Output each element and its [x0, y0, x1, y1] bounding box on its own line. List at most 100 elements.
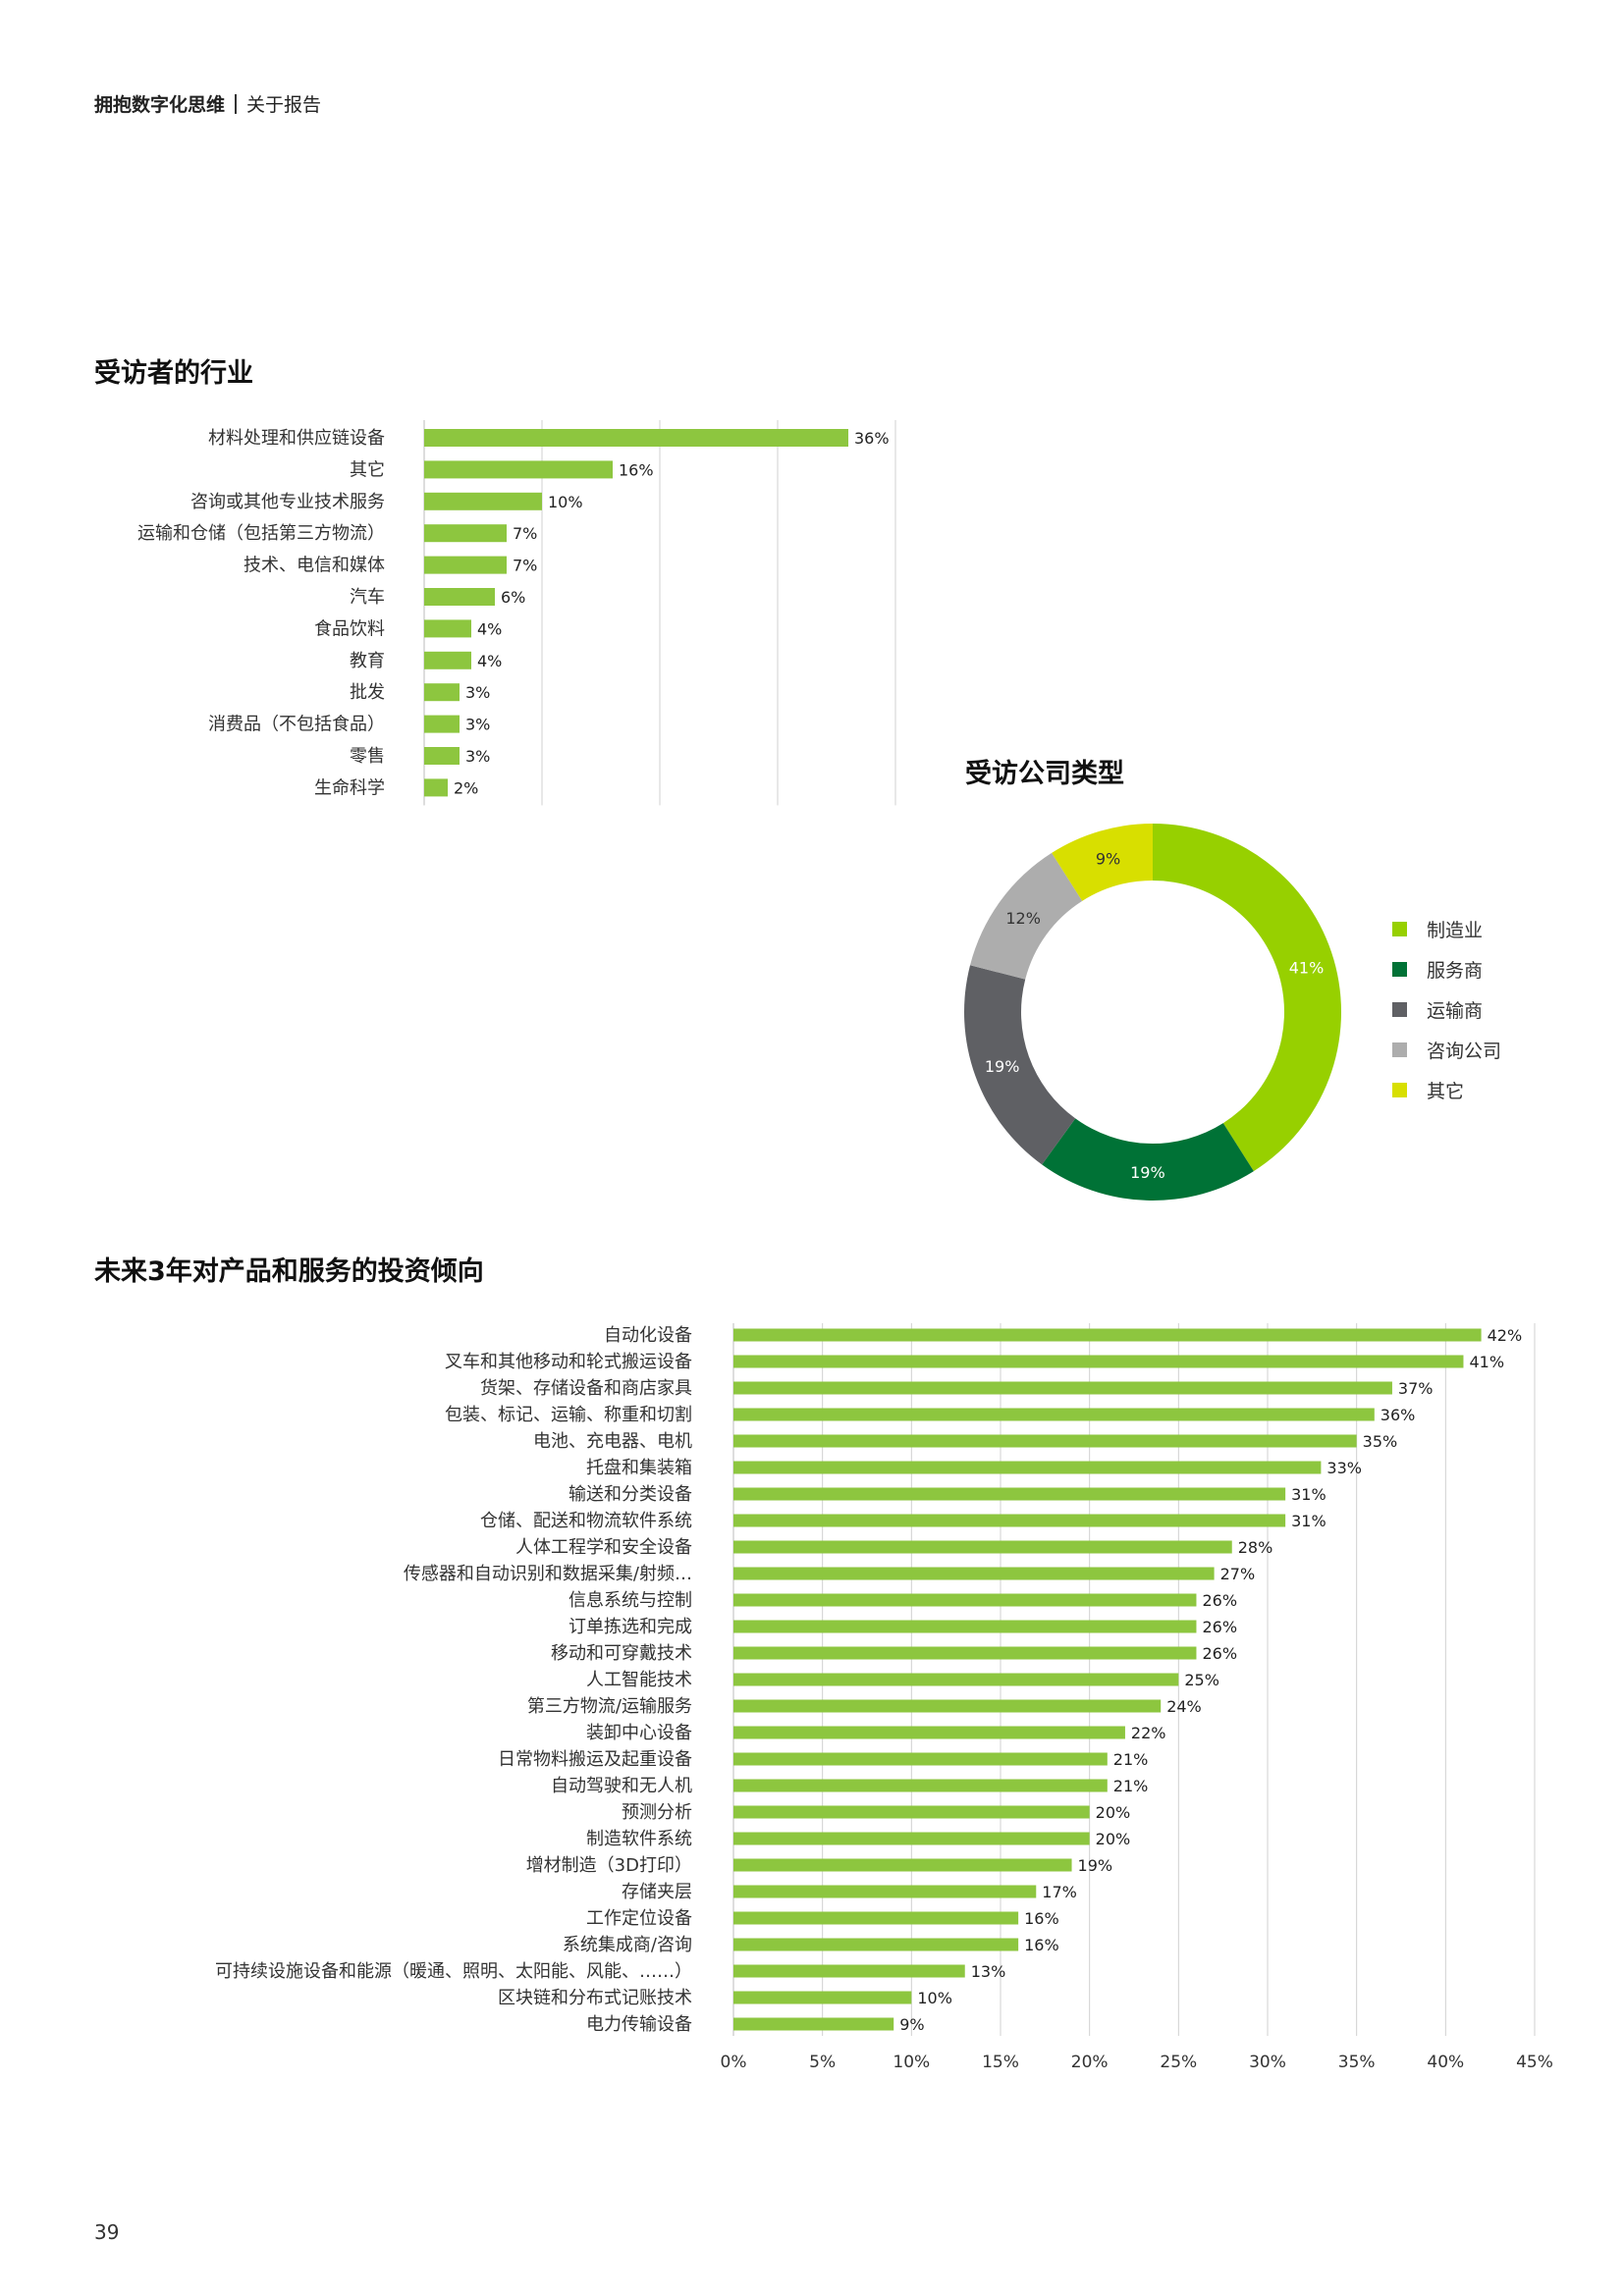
data-label: 17% [1042, 1883, 1077, 1901]
category-label: 生命科学 [314, 777, 385, 798]
bar [733, 1674, 1178, 1686]
slice-label: 9% [1096, 849, 1120, 868]
data-label: 16% [1024, 1936, 1059, 1954]
data-label: 16% [1024, 1909, 1059, 1928]
data-label: 3% [465, 683, 490, 702]
bar [733, 1329, 1482, 1342]
category-label: 自动驾驶和无人机 [551, 1776, 692, 1796]
data-label: 26% [1202, 1591, 1237, 1610]
header-divider [235, 94, 237, 114]
x-tick-label: 30% [1249, 2053, 1286, 2072]
bar [424, 524, 507, 542]
data-label: 27% [1220, 1565, 1256, 1583]
x-tick-label: 35% [1338, 2053, 1376, 2072]
category-label: 食品饮料 [314, 618, 385, 639]
category-label: 材料处理和供应链设备 [208, 428, 385, 449]
data-label: 26% [1202, 1644, 1237, 1663]
data-label: 7% [513, 557, 537, 575]
donut-slice [1042, 1118, 1254, 1201]
category-label: 教育 [350, 651, 385, 671]
data-label: 4% [477, 619, 502, 638]
category-label: 包装、标记、运输、称重和切割 [445, 1405, 692, 1425]
category-label: 自动化设备 [604, 1325, 692, 1346]
data-label: 7% [513, 524, 537, 543]
bar [733, 1356, 1463, 1368]
bar [733, 1886, 1036, 1898]
category-label: 货架、存储设备和商店家具 [480, 1378, 692, 1399]
slice-label: 12% [1005, 909, 1041, 928]
bar [733, 1992, 911, 2004]
category-label: 零售 [350, 746, 385, 767]
bar [733, 1965, 965, 1978]
x-tick-label: 15% [982, 2053, 1019, 2072]
bar [733, 1727, 1125, 1739]
data-label: 31% [1291, 1485, 1326, 1504]
data-label: 22% [1131, 1724, 1166, 1742]
category-label: 输送和分类设备 [568, 1484, 692, 1505]
bar [733, 1435, 1357, 1448]
legend-label: 制造业 [1427, 916, 1483, 942]
bar [424, 778, 448, 796]
donut-legend: 制造业 服务商 运输商 咨询公司 其它 [1392, 909, 1501, 1110]
data-label: 25% [1184, 1671, 1219, 1689]
category-label: 第三方物流/运输服务 [527, 1696, 692, 1717]
bar [424, 619, 471, 637]
slice-label: 19% [1130, 1163, 1165, 1182]
x-tick-label: 10% [893, 2053, 930, 2072]
legend-swatch [1392, 1042, 1407, 1057]
data-label: 13% [971, 1962, 1006, 1981]
category-label: 人工智能技术 [586, 1670, 692, 1690]
bar [733, 1409, 1375, 1421]
category-label: 区块链和分布式记账技术 [498, 1988, 692, 2008]
slice-label: 19% [985, 1057, 1020, 1076]
bar [424, 493, 542, 510]
bar [733, 1568, 1215, 1580]
legend-label: 其它 [1427, 1077, 1464, 1103]
category-label: 技术、电信和媒体 [244, 556, 385, 576]
legend-swatch [1392, 1083, 1407, 1097]
bar [733, 1859, 1072, 1872]
data-label: 3% [465, 716, 490, 734]
bar [424, 557, 507, 574]
bar [733, 1541, 1232, 1554]
data-label: 21% [1113, 1750, 1149, 1769]
legend-swatch [1392, 1002, 1407, 1017]
legend-item: 其它 [1392, 1070, 1501, 1110]
category-label: 订单拣选和完成 [568, 1617, 692, 1637]
section-name: 关于报告 [246, 94, 321, 116]
page-number: 39 [94, 2220, 119, 2244]
bar [733, 1462, 1321, 1474]
bar [424, 683, 460, 701]
legend-swatch [1392, 922, 1407, 936]
data-label: 33% [1326, 1459, 1362, 1477]
category-label: 制造软件系统 [586, 1829, 692, 1849]
data-label: 24% [1166, 1697, 1202, 1716]
category-label: 消费品（不包括食品） [208, 715, 385, 735]
data-label: 3% [465, 747, 490, 766]
x-tick-label: 45% [1516, 2053, 1553, 2072]
bar [733, 1833, 1090, 1845]
data-label: 19% [1078, 1856, 1113, 1875]
bar [424, 460, 613, 478]
investment-chart-title: 未来3年对产品和服务的投资倾向 [94, 1250, 484, 1288]
bar [733, 1806, 1090, 1819]
category-label: 电力传输设备 [586, 2014, 692, 2035]
category-label: 可持续设施设备和能源（暖通、照明、太阳能、风能、……） [215, 1961, 692, 1982]
data-label: 16% [619, 460, 654, 479]
x-tick-label: 0% [721, 2053, 747, 2072]
category-label: 批发 [350, 682, 385, 703]
bar [733, 1488, 1285, 1501]
x-tick-label: 20% [1071, 2053, 1109, 2072]
running-header: 拥抱数字化思维 关于报告 [94, 90, 321, 117]
category-label: 咨询或其他专业技术服务 [190, 492, 385, 512]
data-label: 9% [899, 2015, 924, 2034]
category-label: 其它 [350, 459, 385, 480]
bar [733, 1700, 1161, 1713]
category-label: 仓储、配送和物流软件系统 [480, 1511, 692, 1531]
category-label: 日常物料搬运及起重设备 [498, 1749, 692, 1770]
data-label: 36% [854, 429, 890, 448]
category-label: 信息系统与控制 [568, 1590, 692, 1611]
category-label: 增材制造（3D打印） [526, 1855, 692, 1876]
